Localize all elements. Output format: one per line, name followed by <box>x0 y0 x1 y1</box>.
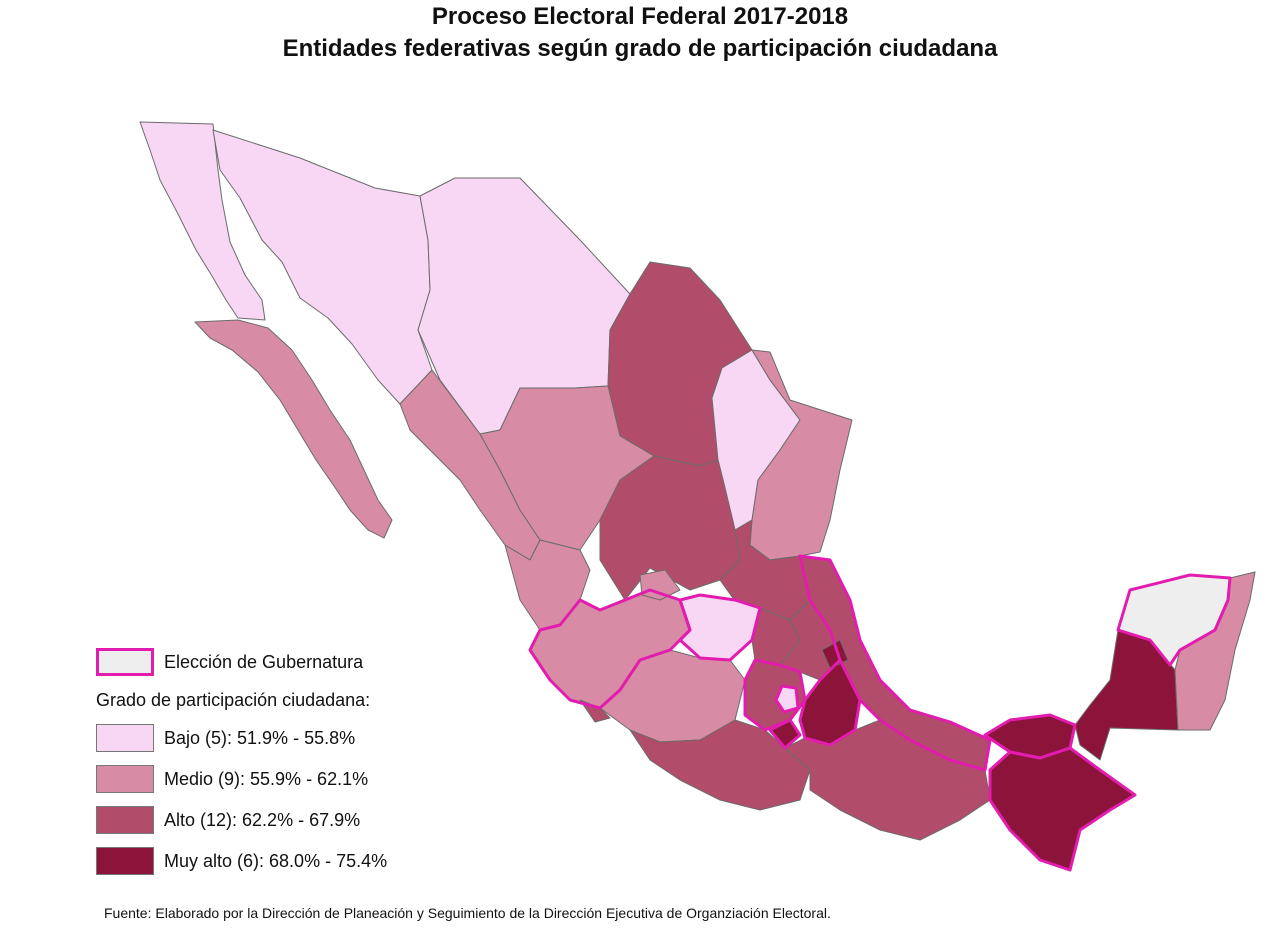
state-puebla-governor-outline <box>798 658 862 747</box>
source-note: Fuente: Elaborado por la Dirección de Pl… <box>104 905 831 921</box>
legend-label-medio: Medio (9): 55.9% - 62.1% <box>164 768 369 789</box>
state-veracruz-governor-outline <box>798 554 992 772</box>
legend-heading: Grado de participación ciudadana: <box>96 690 371 710</box>
legend-swatch-bajo <box>96 724 154 752</box>
state-cdmx-governor-outline <box>774 684 800 714</box>
state-chiapas-governor-outline <box>988 746 1137 872</box>
state-aguascalientes <box>639 569 681 601</box>
state-guanajuato-governor-outline <box>678 593 762 662</box>
legend-swatch-medio <box>96 765 154 793</box>
legend-swatch-alto <box>96 806 154 834</box>
state-morelos-governor-outline <box>768 718 802 750</box>
governor-outline-swatch <box>96 648 154 676</box>
state-baja-california-sur <box>194 319 393 539</box>
state-nayarit <box>504 539 591 631</box>
legend-label-muy-alto: Muy alto (6): 68.0% - 75.4% <box>164 850 388 871</box>
legend-swatch-muy-alto <box>96 847 154 875</box>
legend-label-alto: Alto (12): 62.2% - 67.9% <box>164 809 361 830</box>
legend-row-alto: Alto (12): 62.2% - 67.9% <box>96 806 360 834</box>
legend-row-bajo: Bajo (5): 51.9% - 55.8% <box>96 724 355 752</box>
state-sonora <box>212 129 433 405</box>
legend-label-bajo: Bajo (5): 51.9% - 55.8% <box>164 727 356 748</box>
state-baja-california <box>139 121 266 321</box>
legend-governor-row: Elección de Gubernatura <box>96 648 363 676</box>
legend-row-medio: Medio (9): 55.9% - 62.1% <box>96 765 368 793</box>
map-title: Proceso Electoral Federal 2017-2018 <box>431 3 849 30</box>
state-yucatan-governor-outline <box>1116 573 1232 667</box>
legend-row-muy-alto: Muy alto (6): 68.0% - 75.4% <box>96 847 387 875</box>
legend-governor-label: Elección de Gubernatura <box>164 651 364 672</box>
map-subtitle: Entidades federativas según grado de par… <box>282 35 998 62</box>
